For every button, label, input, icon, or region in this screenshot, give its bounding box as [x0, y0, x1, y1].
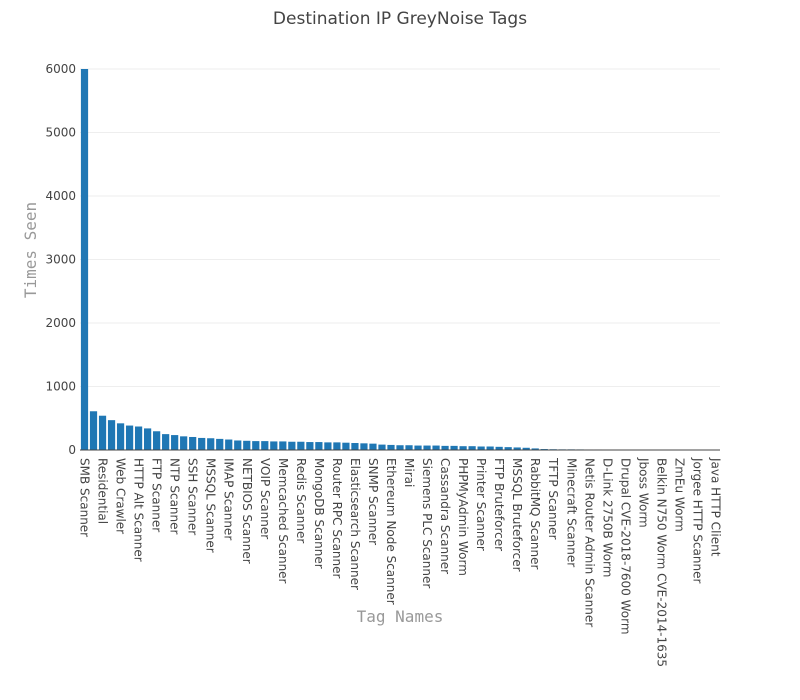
x-tick-label: Drupal CVE-2018-7600 Worm	[618, 458, 632, 635]
x-tick-label: Residential	[96, 458, 110, 524]
x-tick-label: TFTP Scanner	[546, 457, 560, 540]
bar	[414, 445, 422, 450]
x-tick-label: Belkin N750 Worm CVE-2014-1635	[654, 458, 668, 667]
bar	[333, 442, 341, 450]
bar	[441, 445, 449, 450]
x-tick-label: HTTP Alt Scanner	[132, 458, 146, 562]
bar	[315, 442, 323, 450]
x-tick-label: Siemens PLC Scanner	[420, 458, 434, 588]
bar	[134, 426, 143, 450]
x-tick-label: RabbitMQ Scanner	[528, 458, 542, 569]
bar	[513, 447, 521, 450]
x-tick-label: NETBIOS Scanner	[240, 458, 254, 564]
bar	[189, 436, 197, 450]
chart-title: Destination IP GreyNoise Tags	[273, 9, 527, 29]
x-tick-label: Java HTTP Client	[708, 457, 722, 557]
bar	[216, 438, 224, 450]
x-tick-label: Minecraft Scanner	[564, 458, 578, 567]
y-tick-label: 1000	[45, 380, 76, 394]
bar	[468, 446, 476, 450]
bar	[324, 442, 332, 450]
bar	[369, 443, 377, 450]
x-tick-label: MongoDB Scanner	[312, 458, 326, 569]
x-tick-label: SSH Scanner	[186, 458, 200, 535]
bar	[234, 440, 242, 450]
bar	[171, 435, 179, 450]
x-tick-label: PHPMyAdmin Worm	[456, 458, 470, 576]
bar	[387, 444, 395, 450]
bar	[522, 447, 530, 450]
y-tick-label: 5000	[45, 126, 76, 140]
bar	[288, 441, 296, 450]
x-tick-label: Web Crawler	[114, 458, 128, 534]
x-tick-label: Printer Scanner	[474, 458, 488, 551]
x-tick-label: VOIP Scanner	[258, 458, 272, 539]
bar	[225, 439, 233, 450]
bar	[252, 441, 260, 450]
x-tick-label: Router RPC Scanner	[330, 458, 344, 579]
bar	[396, 445, 404, 450]
bar	[486, 446, 494, 450]
bar	[405, 445, 413, 450]
bar	[180, 436, 188, 450]
y-tick-label: 2000	[45, 316, 76, 330]
bar	[360, 443, 368, 450]
bar	[351, 443, 359, 450]
bar	[125, 425, 134, 450]
y-axis-title: Times Seen	[21, 202, 40, 298]
bar	[378, 444, 386, 450]
y-tick-label: 3000	[45, 253, 76, 267]
bar	[207, 438, 215, 450]
bar	[144, 428, 152, 450]
bar	[153, 431, 161, 450]
x-tick-label: SMB Scanner	[78, 458, 92, 537]
bar	[450, 445, 458, 450]
bar	[306, 442, 314, 450]
x-tick-label: FTP Bruteforcer	[492, 458, 506, 551]
bar	[531, 448, 539, 450]
bar	[107, 420, 116, 450]
x-tick-label: MSSQL Bruteforcer	[510, 458, 524, 572]
bar	[243, 440, 251, 450]
x-tick-label: Ethereum Node Scanner	[384, 458, 398, 605]
x-tick-label: ZmEu Worm	[672, 458, 686, 532]
x-tick-label: FTP Scanner	[150, 458, 164, 532]
bar	[504, 447, 512, 450]
x-tick-label: Memcached Scanner	[276, 458, 290, 584]
bar	[477, 446, 485, 450]
x-tick-label: Cassandra Scanner	[438, 458, 452, 574]
bar	[423, 445, 431, 450]
x-tick-label: Elasticsearch Scanner	[348, 458, 362, 590]
bar	[342, 442, 350, 450]
bar	[261, 441, 269, 450]
y-tick-label: 4000	[45, 189, 76, 203]
x-tick-label: Netis Router Admin Scanner	[582, 458, 596, 627]
bar	[270, 441, 278, 450]
x-axis-title: Tag Names	[357, 607, 444, 626]
bar	[432, 445, 440, 450]
x-tick-label: Jboss Worm	[636, 457, 650, 528]
y-tick-label: 6000	[45, 62, 76, 76]
bar	[198, 437, 206, 450]
bar	[279, 441, 287, 450]
x-tick-label: Redis Scanner	[294, 458, 308, 543]
x-tick-label: NTP Scanner	[168, 458, 182, 535]
x-tick-label: MSSQL Scanner	[204, 458, 218, 553]
bar	[89, 411, 98, 450]
x-tick-label: SNMP Scanner	[366, 458, 380, 545]
bar	[98, 415, 107, 450]
bar	[80, 69, 89, 450]
x-tick-label: Mirai	[402, 458, 416, 487]
x-tick-label: Jorgee HTTP Scanner	[690, 457, 704, 583]
bar	[495, 446, 503, 450]
bar	[459, 446, 467, 450]
x-tick-label: IMAP Scanner	[222, 458, 236, 540]
y-tick-label: 0	[68, 443, 76, 457]
bar	[297, 441, 305, 450]
bar	[162, 434, 170, 450]
bar	[116, 423, 125, 450]
x-tick-label: D-Link 2750B Worm	[600, 458, 614, 577]
